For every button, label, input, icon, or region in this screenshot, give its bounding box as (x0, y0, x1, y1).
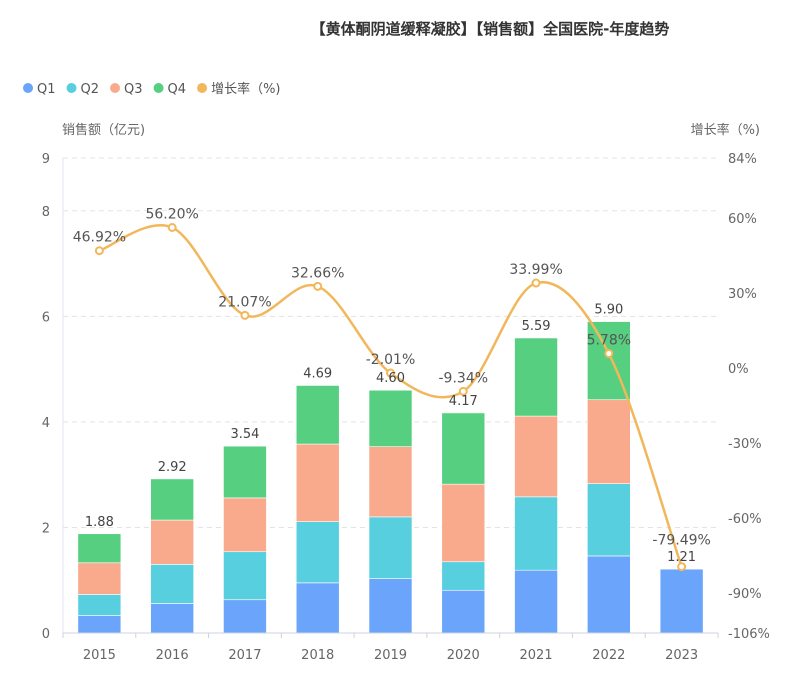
x-tick-label: 2021 (520, 648, 553, 663)
bar-q1-2015[interactable] (77, 615, 122, 634)
bar-q1-2017[interactable] (223, 599, 267, 634)
total-label-2015: 1.88 (85, 515, 114, 530)
y-left-tick-label: 6 (42, 310, 50, 325)
y-right-tick-label: -30% (728, 437, 762, 452)
bar-q1-2023[interactable] (659, 568, 704, 634)
total-label-2021: 5.59 (522, 319, 551, 334)
bar-q1-2022[interactable] (587, 555, 631, 634)
bar-q4-2016[interactable] (150, 478, 194, 521)
legend-marker-4[interactable] (197, 83, 208, 93)
y-right-tick-label: -90% (728, 587, 762, 602)
legend-item-4[interactable]: 增长率（%) (211, 81, 280, 97)
growth-label-2020: -9.34% (439, 370, 489, 386)
y-left-tick-label: 9 (42, 152, 50, 167)
legend-marker-3[interactable] (153, 83, 164, 93)
y-right-tick-label: 60% (728, 212, 757, 227)
bar-q2-2017[interactable] (223, 551, 267, 601)
growth-label-2016: 56.20% (145, 207, 198, 223)
growth-point-2021[interactable] (531, 278, 541, 288)
growth-label-2019: -2.01% (366, 352, 416, 368)
bar-q4-2017[interactable] (223, 445, 267, 499)
bar-q3-2022[interactable] (587, 399, 631, 484)
legend-item-2[interactable]: Q3 (124, 82, 143, 97)
x-tick-label: 2018 (301, 648, 334, 663)
y-right-tick-label: 0% (728, 362, 749, 377)
total-label-2022: 5.90 (594, 303, 623, 318)
bar-q3-2020[interactable] (441, 483, 486, 563)
legend: Q1 Q2 Q3 Q4 增长率（%) (23, 81, 281, 97)
growth-point-2015[interactable] (94, 246, 104, 256)
growth-point-2019[interactable] (386, 368, 395, 378)
bar-q2-2022[interactable] (587, 483, 631, 557)
bar-q4-2019[interactable] (368, 389, 413, 447)
growth-point-2017[interactable] (240, 310, 250, 320)
bar-q2-2018[interactable] (295, 521, 340, 584)
bar-q1-2021[interactable] (514, 569, 558, 634)
x-tick-label: 2023 (665, 648, 698, 663)
bar-q3-2016[interactable] (150, 519, 194, 565)
growth-point-2022[interactable] (604, 349, 614, 359)
y-right-tick-label: -60% (728, 512, 762, 527)
bar-q2-2019[interactable] (368, 516, 413, 579)
legend-item-0[interactable]: Q1 (37, 82, 56, 97)
growth-label-2022: 5.78% (587, 333, 631, 349)
y-left-tick-label: 8 (42, 205, 50, 220)
bar-q3-2019[interactable] (368, 446, 413, 518)
bar-q3-2015[interactable] (77, 562, 122, 595)
total-label-2023: 1.21 (667, 550, 696, 565)
bar-q1-2016[interactable] (150, 603, 194, 634)
chart-title: 【黄体酮阴道缓释凝胶】【销售额】全国医院-年度趋势 (311, 20, 670, 38)
growth-label-2018: 32.66% (291, 265, 344, 281)
growth-label-2021: 33.99% (509, 262, 562, 278)
bar-q4-2021[interactable] (514, 337, 558, 417)
bar-q2-2020[interactable] (441, 561, 486, 591)
growth-point-2020[interactable] (458, 386, 468, 396)
total-label-2020: 4.17 (449, 394, 478, 409)
total-label-2016: 2.92 (158, 460, 187, 475)
x-tick-label: 2019 (374, 648, 407, 663)
bar-q3-2017[interactable] (223, 497, 267, 553)
bar-q3-2018[interactable] (295, 443, 340, 522)
y-right-tick-label: 84% (728, 152, 757, 167)
bar-q1-2018[interactable] (295, 582, 340, 634)
total-label-2018: 4.69 (303, 366, 332, 381)
y-right-tick-label: 30% (728, 287, 757, 302)
growth-point-2023[interactable] (677, 562, 687, 572)
total-label-2019: 4.60 (376, 371, 405, 386)
bar-q3-2021[interactable] (514, 415, 558, 498)
growth-point-2018[interactable] (313, 281, 323, 291)
x-tick-label: 2015 (83, 648, 116, 663)
legend-item-3[interactable]: Q4 (168, 82, 187, 97)
bar-q4-2020[interactable] (441, 412, 486, 485)
x-tick-label: 2022 (592, 648, 625, 663)
growth-label-2023: -79.49% (652, 533, 710, 549)
y-left-axis-label: 销售额（亿元) (62, 122, 145, 138)
growth-label-2017: 21.07% (218, 294, 271, 310)
y-left-tick-label: 0 (42, 627, 50, 642)
y-left-tick-label: 4 (42, 416, 50, 431)
y-right-tick-label: -106% (728, 627, 770, 642)
bar-q2-2015[interactable] (77, 594, 122, 616)
y-left-tick-label: 2 (42, 521, 50, 536)
bar-q1-2019[interactable] (368, 578, 413, 634)
bar-q2-2016[interactable] (150, 564, 194, 604)
x-tick-label: 2020 (447, 648, 480, 663)
bar-q4-2015[interactable] (77, 533, 122, 564)
bar-q1-2020[interactable] (441, 589, 486, 634)
total-label-2017: 3.54 (230, 427, 259, 442)
x-tick-label: 2016 (156, 648, 189, 663)
legend-item-1[interactable]: Q2 (81, 82, 100, 97)
growth-point-2016[interactable] (167, 223, 177, 232)
y-right-axis-label: 增长率（%) (691, 122, 760, 138)
legend-marker-0[interactable] (23, 83, 33, 93)
legend-marker-2[interactable] (110, 83, 121, 93)
bar-q4-2018[interactable] (295, 385, 340, 445)
x-tick-label: 2017 (228, 648, 261, 663)
legend-marker-1[interactable] (66, 83, 77, 93)
growth-label-2015: 46.92% (73, 230, 126, 246)
bar-q2-2021[interactable] (514, 496, 558, 571)
